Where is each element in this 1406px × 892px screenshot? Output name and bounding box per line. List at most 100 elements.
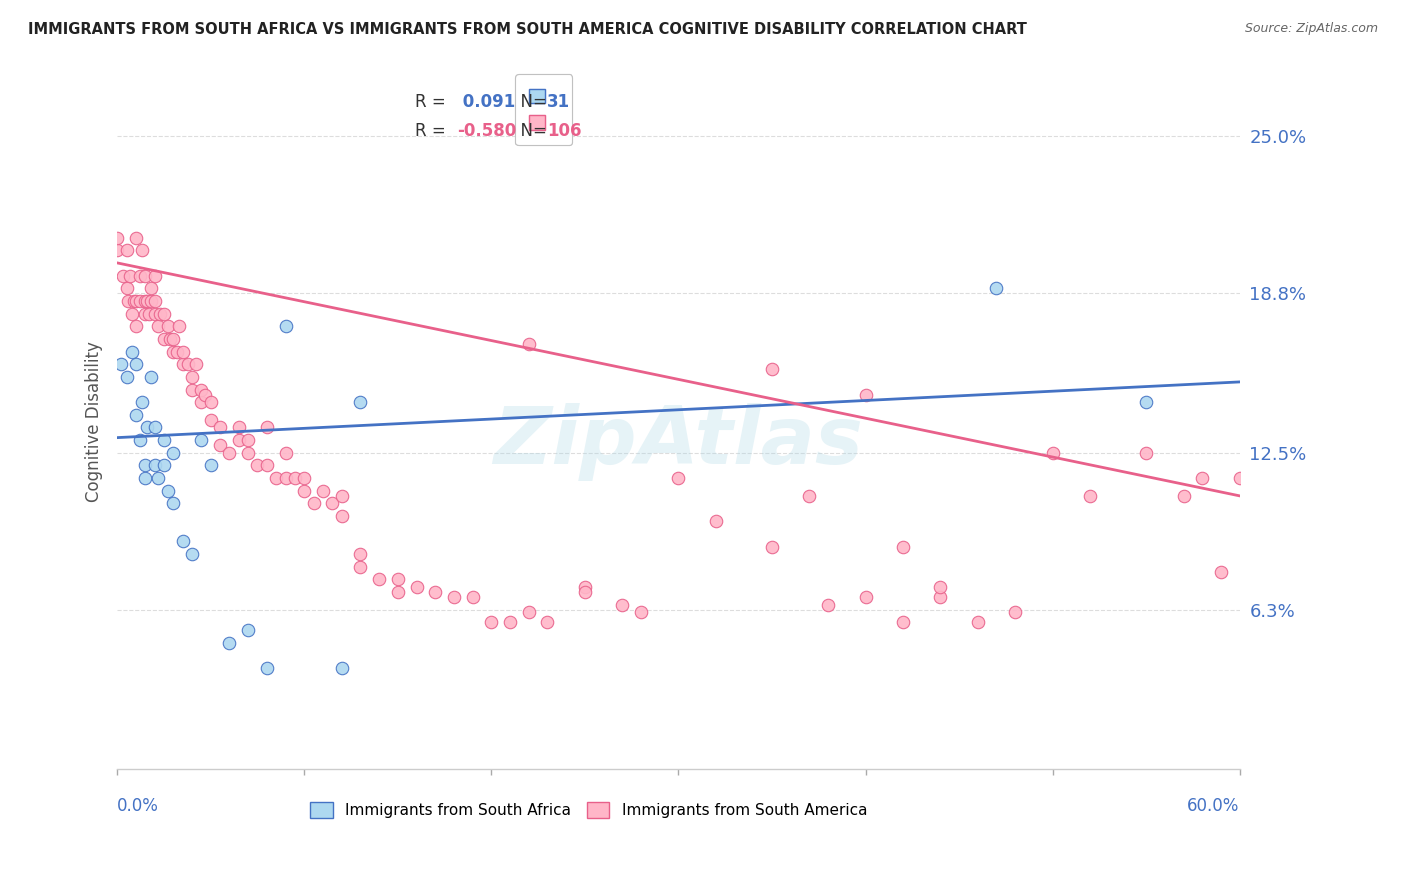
Point xyxy=(761,540,783,554)
Point xyxy=(574,585,596,599)
Point xyxy=(218,446,240,460)
Point xyxy=(121,344,143,359)
Point xyxy=(799,489,821,503)
Text: N=: N= xyxy=(510,122,553,140)
Point xyxy=(190,433,212,447)
Point xyxy=(156,483,179,498)
Point xyxy=(115,281,138,295)
Point xyxy=(405,580,427,594)
Point xyxy=(200,458,222,473)
Text: 0.0%: 0.0% xyxy=(117,797,159,815)
Point xyxy=(630,605,652,619)
Text: IMMIGRANTS FROM SOUTH AFRICA VS IMMIGRANTS FROM SOUTH AMERICA COGNITIVE DISABILI: IMMIGRANTS FROM SOUTH AFRICA VS IMMIGRAN… xyxy=(28,22,1026,37)
Point xyxy=(986,281,1008,295)
Point xyxy=(929,590,952,604)
Text: 60.0%: 60.0% xyxy=(1187,797,1240,815)
Point xyxy=(574,580,596,594)
Point xyxy=(143,293,166,308)
Point xyxy=(131,395,153,409)
Point xyxy=(256,661,278,675)
Point xyxy=(143,307,166,321)
Text: R =: R = xyxy=(415,94,451,112)
Text: R =: R = xyxy=(415,122,451,140)
Point xyxy=(134,268,156,283)
Point xyxy=(138,307,160,321)
Point xyxy=(110,357,132,371)
Y-axis label: Cognitive Disability: Cognitive Disability xyxy=(86,341,103,501)
Point xyxy=(125,357,148,371)
Point xyxy=(612,598,634,612)
Point xyxy=(461,590,484,604)
Text: Source: ZipAtlas.com: Source: ZipAtlas.com xyxy=(1244,22,1378,36)
Point xyxy=(134,471,156,485)
Point xyxy=(228,420,250,434)
Point xyxy=(139,293,162,308)
Point xyxy=(704,514,727,528)
Point xyxy=(236,433,259,447)
Point xyxy=(1004,605,1026,619)
Point xyxy=(330,509,353,524)
Point xyxy=(479,615,502,630)
Point xyxy=(668,471,690,485)
Point xyxy=(162,344,184,359)
Point xyxy=(274,446,297,460)
Point xyxy=(1209,565,1232,579)
Point xyxy=(125,408,148,422)
Point xyxy=(312,483,335,498)
Point xyxy=(1191,471,1213,485)
Point xyxy=(443,590,465,604)
Point xyxy=(177,357,200,371)
Point xyxy=(292,483,315,498)
Text: -0.580: -0.580 xyxy=(457,122,516,140)
Point xyxy=(149,307,172,321)
Point xyxy=(1229,471,1251,485)
Point xyxy=(122,293,145,308)
Point xyxy=(236,446,259,460)
Point xyxy=(200,395,222,409)
Point xyxy=(256,420,278,434)
Point xyxy=(274,471,297,485)
Point xyxy=(209,420,232,434)
Point xyxy=(131,244,153,258)
Text: 0.091: 0.091 xyxy=(457,94,516,112)
Point xyxy=(517,605,540,619)
Point xyxy=(139,369,162,384)
Point xyxy=(264,471,287,485)
Point xyxy=(190,383,212,397)
Text: 31: 31 xyxy=(547,94,571,112)
Point xyxy=(162,332,184,346)
Point xyxy=(891,540,914,554)
Point xyxy=(115,244,138,258)
Point xyxy=(125,319,148,334)
Point xyxy=(194,387,217,401)
Point xyxy=(349,559,371,574)
Point xyxy=(153,458,176,473)
Point xyxy=(105,230,128,244)
Point xyxy=(929,580,952,594)
Point xyxy=(817,598,839,612)
Point xyxy=(292,471,315,485)
Point xyxy=(209,438,232,452)
Point xyxy=(153,307,176,321)
Point xyxy=(330,661,353,675)
Point xyxy=(517,337,540,351)
Legend: , : , xyxy=(516,74,572,145)
Point xyxy=(143,420,166,434)
Point xyxy=(167,319,190,334)
Point xyxy=(321,496,343,510)
Text: N=: N= xyxy=(510,94,553,112)
Point xyxy=(330,489,353,503)
Point xyxy=(115,369,138,384)
Point xyxy=(172,357,194,371)
Point xyxy=(855,387,877,401)
Point xyxy=(274,319,297,334)
Point xyxy=(200,413,222,427)
Point xyxy=(190,395,212,409)
Point xyxy=(139,281,162,295)
Point xyxy=(181,383,204,397)
Point xyxy=(120,268,142,283)
Point xyxy=(136,293,159,308)
Point xyxy=(125,293,148,308)
Point xyxy=(128,433,150,447)
Point xyxy=(891,615,914,630)
